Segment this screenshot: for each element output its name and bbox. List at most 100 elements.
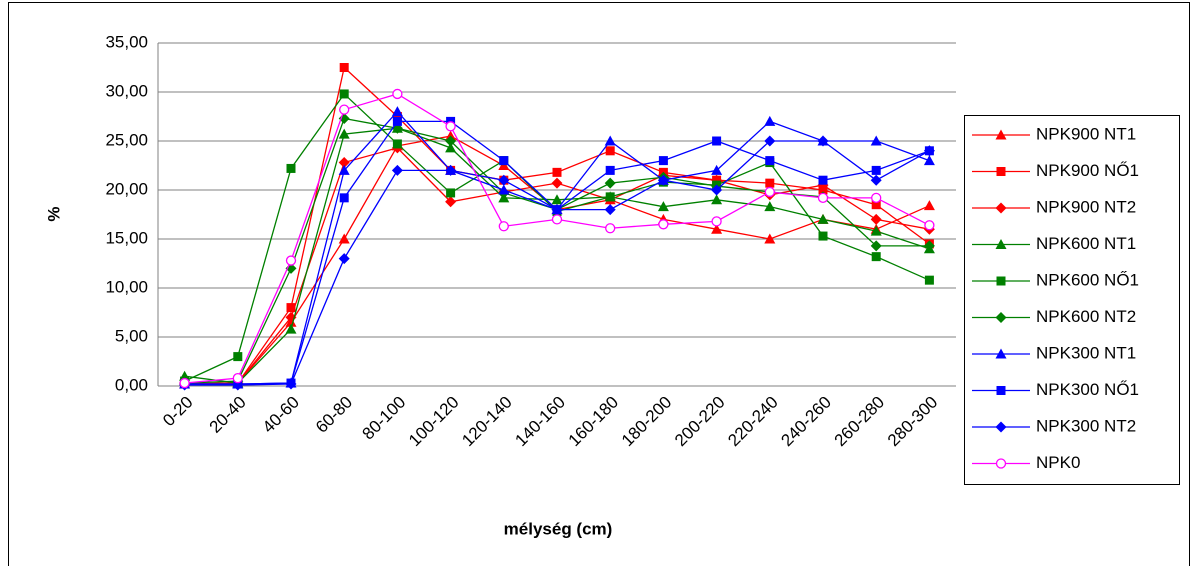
legend-label: NPK600 NŐ1 (1036, 270, 1139, 289)
legend-label: NPK900 NT2 (1036, 197, 1136, 216)
data-point (657, 201, 669, 212)
data-point (711, 223, 723, 234)
data-point (392, 139, 402, 149)
legend-label: NPK900 NŐ1 (1036, 161, 1139, 180)
legend-marker (996, 386, 1006, 395)
data-point (818, 231, 828, 241)
data-point (338, 157, 350, 169)
data-point (551, 204, 563, 216)
data-point (604, 204, 616, 216)
data-point (445, 142, 457, 153)
data-point (445, 121, 456, 132)
data-point (338, 164, 350, 175)
data-point (871, 165, 881, 175)
data-point (765, 178, 775, 188)
data-point (445, 196, 457, 208)
data-point (605, 223, 616, 234)
legend-label: NPK300 NT1 (1036, 343, 1136, 362)
data-point (498, 174, 510, 186)
data-point (339, 63, 349, 72)
legend-marker (995, 348, 1007, 359)
data-point (765, 156, 775, 166)
data-point (605, 146, 615, 156)
data-point (446, 188, 456, 198)
data-point (392, 116, 402, 126)
y-tick-label: 30,00 (105, 81, 148, 100)
data-point (870, 135, 882, 146)
data-point (391, 106, 403, 117)
data-point (498, 184, 510, 195)
legend-marker (995, 458, 1007, 469)
data-point (286, 163, 296, 173)
data-point (870, 240, 882, 252)
data-point (445, 164, 457, 176)
data-point (871, 252, 881, 262)
y-tick-label: 5,00 (115, 326, 148, 345)
legend-label: NPK300 NŐ1 (1036, 380, 1139, 399)
y-tick-label: 20,00 (105, 179, 148, 198)
data-point (712, 136, 722, 146)
data-point (764, 186, 775, 198)
data-point (870, 213, 882, 225)
data-point (711, 194, 723, 205)
data-point (924, 220, 935, 231)
data-point (764, 115, 776, 126)
data-point (232, 373, 243, 384)
legend-label: NPK600 NT2 (1036, 307, 1136, 326)
data-point (392, 88, 403, 100)
data-point (871, 200, 881, 210)
data-point (657, 174, 669, 186)
data-point (817, 192, 829, 203)
data-point (870, 174, 882, 186)
data-point (233, 352, 243, 362)
data-point (818, 175, 828, 185)
data-point (764, 233, 776, 244)
data-point (711, 184, 723, 196)
data-point (764, 135, 776, 147)
data-point (605, 165, 615, 175)
data-point (924, 275, 934, 285)
data-point (923, 145, 935, 157)
data-point (923, 240, 935, 252)
data-point (338, 253, 350, 265)
legend-label: NPK300 NT2 (1036, 416, 1136, 435)
x-axis-label: mélység (cm) (504, 519, 613, 538)
y-tick-label: 25,00 (105, 130, 148, 149)
data-point (871, 192, 882, 203)
data-point (286, 303, 296, 313)
data-point (179, 377, 190, 389)
legend-marker (995, 312, 1007, 323)
data-point (551, 177, 563, 189)
data-point (870, 225, 882, 236)
y-tick-label: 0,00 (115, 375, 148, 394)
data-point (604, 177, 616, 189)
legend-marker (995, 421, 1007, 433)
data-point (817, 213, 829, 224)
data-point (923, 155, 935, 166)
data-point (817, 135, 829, 147)
data-point (339, 193, 349, 203)
data-point (339, 89, 349, 99)
data-point (391, 164, 403, 176)
data-point (551, 194, 563, 205)
y-tick-label: 35,00 (105, 32, 148, 51)
legend-marker (996, 276, 1006, 286)
data-point (711, 164, 723, 175)
data-point (392, 112, 402, 121)
legend-label: NPK900 NT1 (1036, 124, 1136, 143)
data-point (285, 323, 297, 334)
legend-label: NPK0 (1036, 453, 1080, 472)
data-point (551, 214, 563, 225)
data-point (285, 255, 297, 266)
y-tick-label: 10,00 (105, 277, 148, 296)
y-axis-label: % (44, 206, 63, 221)
legend-marker (996, 167, 1006, 176)
data-point (445, 135, 457, 147)
data-point (711, 216, 722, 227)
legend-label: NPK600 NT1 (1036, 234, 1136, 253)
data-point (338, 128, 350, 139)
legend-marker (995, 202, 1007, 214)
data-point (604, 135, 616, 146)
